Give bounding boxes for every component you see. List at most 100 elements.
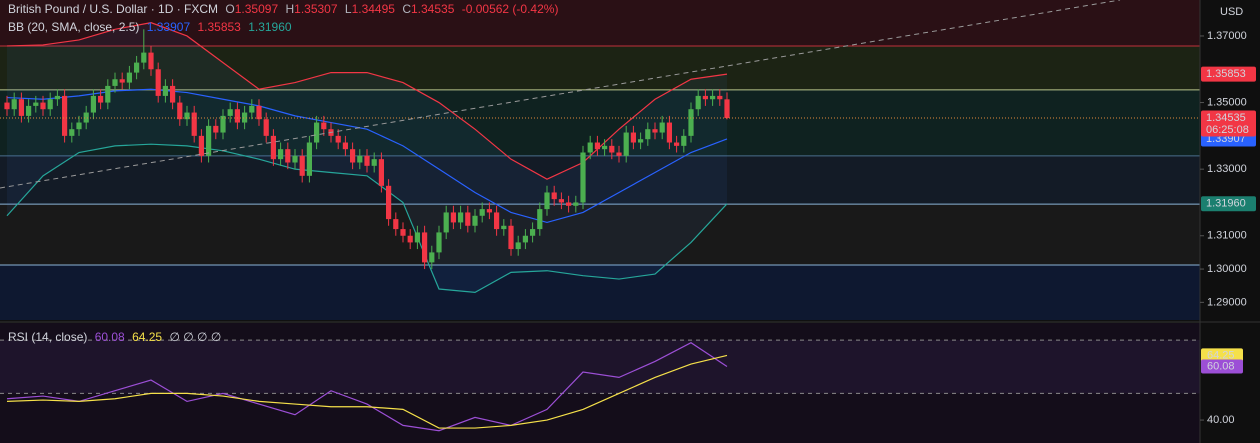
candle-body — [508, 225, 514, 250]
candle-body — [306, 142, 312, 176]
candle-body — [566, 202, 572, 206]
rsi-label: 64.25 — [1207, 349, 1235, 361]
candle-body — [674, 142, 680, 146]
price-label: 1.31960 — [1206, 198, 1246, 210]
candle-body — [688, 109, 694, 136]
candle-body — [364, 155, 370, 166]
rsi-label: 60.08 — [1207, 360, 1235, 372]
candle-body — [378, 159, 384, 186]
candle-body — [177, 102, 183, 120]
candle-body — [4, 102, 10, 110]
y-tick-label: 1.37000 — [1207, 30, 1247, 42]
candle-body — [220, 115, 226, 133]
rsi-value: 60.08 — [94, 330, 125, 344]
candle-body — [98, 95, 104, 103]
candle-body — [724, 99, 730, 119]
candle-body — [717, 95, 723, 100]
candle-body — [119, 79, 125, 83]
bb-upper-line — [6, 22, 728, 180]
candle-body — [702, 95, 708, 100]
candle-body — [429, 252, 435, 263]
rsi-band — [0, 340, 1200, 394]
candle-body — [198, 135, 204, 156]
y-tick-label: 40.00 — [1207, 414, 1235, 426]
candle-body — [263, 119, 269, 136]
candle-body — [393, 219, 399, 230]
candle-body — [285, 149, 291, 163]
ohlc-letter: L — [344, 2, 352, 16]
zone — [0, 155, 1200, 205]
bb-basis-value: 1.33907 — [146, 20, 191, 34]
bb-lower-value: 1.31960 — [248, 20, 292, 34]
candle-body — [494, 212, 500, 230]
candle-body — [69, 129, 75, 136]
candle-body — [652, 129, 658, 133]
candle-body — [458, 212, 464, 223]
candle-body — [710, 95, 716, 100]
zones — [0, 0, 1200, 443]
candle-body — [184, 112, 190, 120]
symbol-legend: British Pound / U.S. Dollar · 1D · FXCM … — [8, 2, 562, 16]
rsi-title: RSI (14, close) — [8, 330, 88, 344]
rsi-line — [6, 354, 728, 429]
rsi-ma-value: 64.25 — [132, 330, 163, 344]
candle-body — [522, 235, 528, 243]
candle-body — [26, 105, 32, 116]
bb-basis-line — [6, 88, 728, 224]
candle-body — [126, 72, 132, 83]
symbol-title: British Pound / U.S. Dollar · 1D · FXCM — [8, 2, 219, 16]
rsi-background — [0, 323, 1200, 443]
candle-body — [40, 102, 46, 110]
candle-body — [350, 149, 356, 163]
candle-body — [681, 135, 687, 146]
trend-line — [0, 0, 1121, 189]
currency: USD — [1220, 6, 1243, 18]
candle-body — [450, 212, 456, 223]
candle-body — [530, 229, 536, 236]
zone — [0, 0, 1200, 46]
rsi-legend: RSI (14, close) 60.08 64.25 ∅ ∅ ∅ ∅ — [8, 330, 225, 344]
y-tick-label: 1.31000 — [1207, 230, 1247, 242]
candle-body — [191, 112, 197, 136]
candle-body — [558, 199, 564, 203]
ohlc-value: 1.35097 — [234, 2, 279, 16]
candle-body — [695, 95, 701, 110]
bb-upper-value: 1.35853 — [197, 20, 241, 34]
candle-body — [630, 132, 636, 143]
candle-body — [270, 135, 276, 160]
ohlc-letter: H — [285, 2, 295, 16]
candle-body — [213, 125, 219, 133]
candle-body — [594, 142, 600, 150]
candle-body — [486, 209, 492, 213]
y-tick-label: 1.33000 — [1207, 163, 1247, 175]
candle-body — [537, 209, 543, 230]
candle-body — [422, 232, 428, 263]
candle-body — [659, 122, 665, 133]
candle-body — [357, 155, 363, 163]
zone — [0, 265, 1200, 320]
y-tick-label: 1.30000 — [1207, 263, 1247, 275]
candle-body — [465, 212, 471, 226]
zone — [0, 45, 1200, 90]
price-label-box — [1201, 196, 1256, 212]
candle-body — [278, 149, 284, 160]
candle-body — [227, 109, 233, 116]
rsi-label-box — [1201, 359, 1243, 374]
bb-lower-line — [6, 143, 728, 293]
candle-body — [335, 135, 341, 143]
candle-body — [83, 112, 89, 123]
candle-body — [234, 109, 240, 123]
candle-body — [436, 232, 442, 253]
candle-body — [314, 122, 320, 143]
candle-body — [515, 242, 521, 250]
rsi-line — [6, 342, 728, 432]
candle-body — [148, 52, 154, 70]
candle-body — [407, 235, 413, 243]
candle-body — [76, 122, 82, 130]
candle-body — [472, 215, 478, 226]
candle-body — [638, 139, 644, 143]
candle-body — [573, 202, 579, 206]
candle-body — [501, 225, 507, 230]
candle-body — [587, 142, 593, 153]
candle-body — [292, 155, 298, 163]
